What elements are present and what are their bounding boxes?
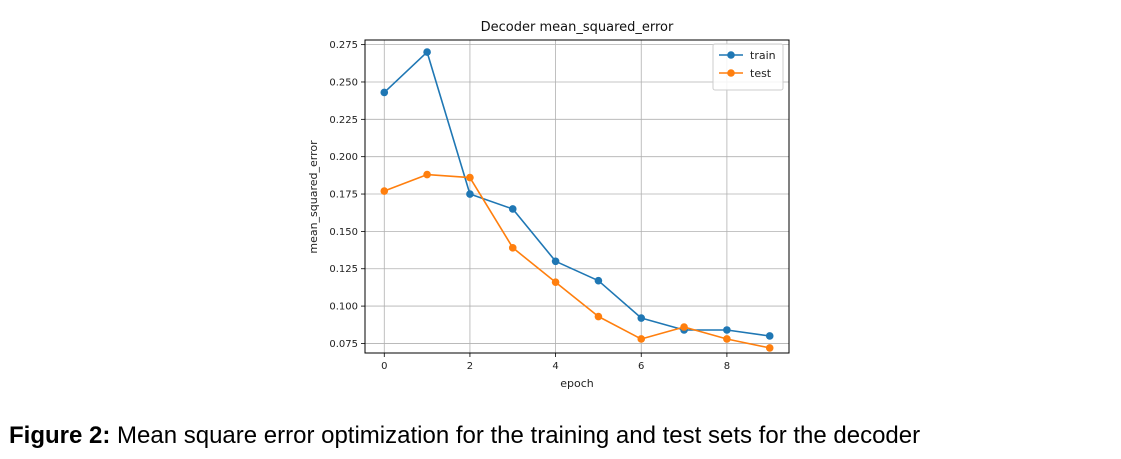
data-point-test [423, 170, 431, 179]
legend-marker [727, 51, 735, 59]
y-tick-label: 0.100 [329, 302, 358, 313]
y-axis-label: mean_squared_error [307, 140, 320, 254]
ticks: 0 2 4 6 8 0.075 0.100 0.125 0.150 0.175 0.200 0.225… [329, 40, 730, 372]
data-point-test [508, 244, 517, 252]
data-point-train [723, 326, 731, 334]
data-point-train [637, 314, 646, 322]
data-point-test [380, 187, 389, 195]
x-tick-label: 0 [381, 361, 387, 372]
y-tick-label: 0.175 [329, 190, 358, 201]
series-line-test [384, 173, 770, 349]
series-train [380, 48, 774, 340]
data-point-train [765, 332, 774, 340]
y-tick-label: 0.125 [329, 264, 358, 275]
legend-label: train [750, 49, 776, 62]
y-tick-label: 0.250 [329, 77, 358, 88]
y-tick-label: 0.075 [329, 339, 358, 350]
data-point-test [765, 344, 774, 352]
data-point-test [723, 335, 731, 343]
legend-label: test [750, 67, 772, 80]
x-tick-label: 4 [552, 361, 558, 372]
figure-caption: Figure 2: Mean square error optimization… [9, 422, 920, 450]
y-tick-label: 0.275 [329, 40, 358, 51]
data-point-train [380, 88, 389, 97]
y-tick-label: 0.200 [329, 152, 358, 163]
data-point-test [680, 323, 688, 331]
data-point-train [551, 257, 560, 266]
series-line-train [383, 51, 770, 337]
chart-title: Decoder mean_squared_error [481, 20, 674, 35]
legend-item-test: test [719, 67, 772, 80]
data-point-train [508, 205, 517, 213]
caption-text: Mean square error optimization for the t… [110, 422, 921, 449]
series-layer [380, 48, 774, 352]
x-tick-label: 8 [724, 361, 730, 372]
x-tick-label: 2 [467, 361, 473, 372]
data-point-test [466, 173, 474, 182]
data-point-test [594, 312, 603, 321]
y-tick-label: 0.225 [329, 115, 358, 126]
data-point-train [466, 190, 474, 198]
chart: Decoder mean_squared_error 0 2 4 6 8 0.075 0.1… [307, 20, 790, 390]
caption-label: Figure 2: [9, 422, 111, 449]
x-axis-label: epoch [560, 377, 594, 390]
data-point-train [423, 48, 431, 56]
legend-item-train: train [719, 49, 776, 62]
data-point-test [551, 278, 560, 286]
x-tick-label: 6 [638, 361, 644, 372]
y-tick-label: 0.150 [329, 227, 358, 238]
plot-frame [364, 39, 790, 354]
legend: train test [712, 43, 784, 91]
data-point-train [594, 276, 603, 285]
legend-marker [727, 69, 735, 77]
data-point-test [637, 335, 646, 343]
series-test [380, 170, 774, 352]
